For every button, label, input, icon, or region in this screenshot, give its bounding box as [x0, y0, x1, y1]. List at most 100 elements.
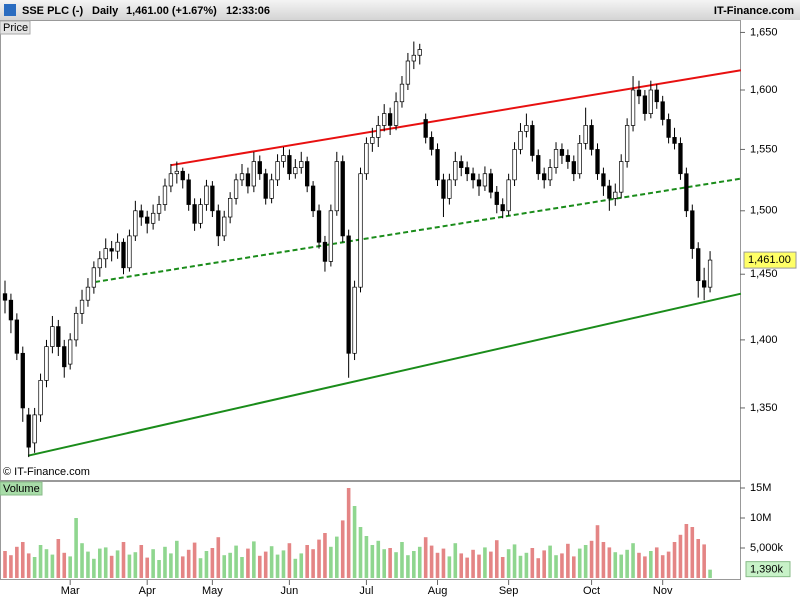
volume-bar — [672, 542, 677, 578]
candle-body — [666, 119, 671, 138]
candle-body — [476, 179, 482, 187]
candle-body — [382, 113, 387, 126]
candle-body — [222, 216, 227, 237]
volume-bar — [246, 548, 250, 578]
x-tick-label: Sep — [499, 585, 519, 597]
candle-body — [233, 179, 239, 199]
volume-bar — [109, 555, 114, 578]
volume-bar — [198, 558, 203, 578]
candle-body — [619, 161, 624, 193]
volume-bar — [127, 554, 132, 578]
candle-body — [275, 161, 280, 181]
price-panel — [0, 20, 741, 481]
volume-bar — [15, 546, 19, 578]
candle-body — [364, 143, 369, 175]
candle-body — [470, 173, 476, 181]
volume-bar — [323, 533, 327, 578]
volume-bar — [583, 545, 588, 578]
candle-body — [192, 204, 197, 224]
candle-body — [482, 173, 488, 187]
candle-body — [660, 101, 665, 120]
volume-bar — [489, 551, 493, 578]
candle-body — [565, 155, 571, 162]
candle-body — [613, 191, 618, 199]
candle-body — [322, 241, 328, 262]
y-tick-label: 15M — [750, 482, 771, 494]
volume-bar — [121, 542, 126, 578]
volume-bar — [477, 554, 481, 578]
candle-body — [370, 137, 375, 144]
candle-body — [630, 89, 636, 126]
volume-bar — [536, 558, 541, 578]
volume-bar — [512, 544, 517, 578]
volume-bar — [222, 555, 227, 578]
volume-bar — [506, 549, 511, 578]
volume-bar — [103, 547, 108, 578]
volume-bar — [115, 550, 120, 578]
volume-bar — [358, 527, 363, 578]
volume-bar — [145, 557, 149, 578]
y-tick-label: 1,550 — [750, 143, 778, 155]
volume-bar — [382, 549, 386, 578]
volume-bar — [50, 554, 55, 578]
trend-line — [27, 292, 742, 457]
volume-bar — [613, 552, 618, 578]
volume-bar — [299, 553, 304, 578]
candle-body — [139, 210, 144, 218]
candle-body — [228, 197, 233, 218]
volume-bar — [577, 548, 582, 578]
volume-bar — [649, 551, 653, 578]
y-tick-label: 1,650 — [750, 26, 778, 38]
candle-body — [216, 210, 221, 237]
volume-bar — [269, 546, 274, 578]
candle-body — [328, 210, 334, 262]
candle-body — [411, 54, 416, 62]
candle-body — [559, 149, 565, 156]
volume-bar — [68, 556, 72, 578]
x-tick-label: Jun — [281, 585, 299, 597]
volume-bar — [483, 547, 487, 578]
volume-bar — [441, 548, 446, 578]
candle-body — [150, 212, 156, 224]
candle-body — [310, 185, 316, 212]
header-bar — [0, 0, 800, 20]
time: 12:33:06 — [226, 5, 270, 17]
candle-body — [26, 414, 31, 448]
candle-body — [678, 143, 683, 175]
volume-bar — [447, 556, 452, 578]
candle-body — [257, 161, 262, 175]
symbol: SSE PLC (-) — [22, 5, 83, 17]
candle-body — [417, 49, 422, 56]
candle-body — [103, 248, 108, 260]
volume-bar — [678, 534, 683, 578]
volume-bar — [26, 553, 31, 578]
volume-bar — [240, 557, 244, 578]
volume-bar — [317, 539, 321, 578]
y-tick-label: 1,450 — [750, 268, 778, 280]
x-tick-label: Jul — [359, 585, 373, 597]
candle-body — [287, 155, 292, 175]
volume-bar — [216, 537, 221, 578]
candle-body — [459, 161, 464, 168]
volume-bar — [157, 560, 161, 578]
candle-body — [672, 137, 677, 144]
volume-bar — [263, 551, 268, 578]
volume-bar — [560, 553, 564, 578]
x-tick-label: Aug — [428, 585, 448, 597]
y-tick-label: 1,600 — [750, 84, 778, 96]
period: Daily — [92, 5, 119, 17]
candle-body — [601, 173, 606, 187]
volume-bar — [352, 506, 357, 578]
volume-bar — [388, 548, 392, 578]
volume-bar — [406, 555, 410, 578]
candle-body — [583, 125, 588, 144]
candle-body — [376, 125, 381, 138]
candle-body — [180, 170, 185, 181]
candle-body — [589, 125, 594, 150]
candle-body — [73, 312, 79, 341]
volume-label-box — [0, 481, 43, 496]
candle-body — [571, 161, 576, 175]
candle-body — [168, 173, 174, 187]
candle-body — [32, 414, 37, 444]
volume-bar — [370, 545, 375, 578]
